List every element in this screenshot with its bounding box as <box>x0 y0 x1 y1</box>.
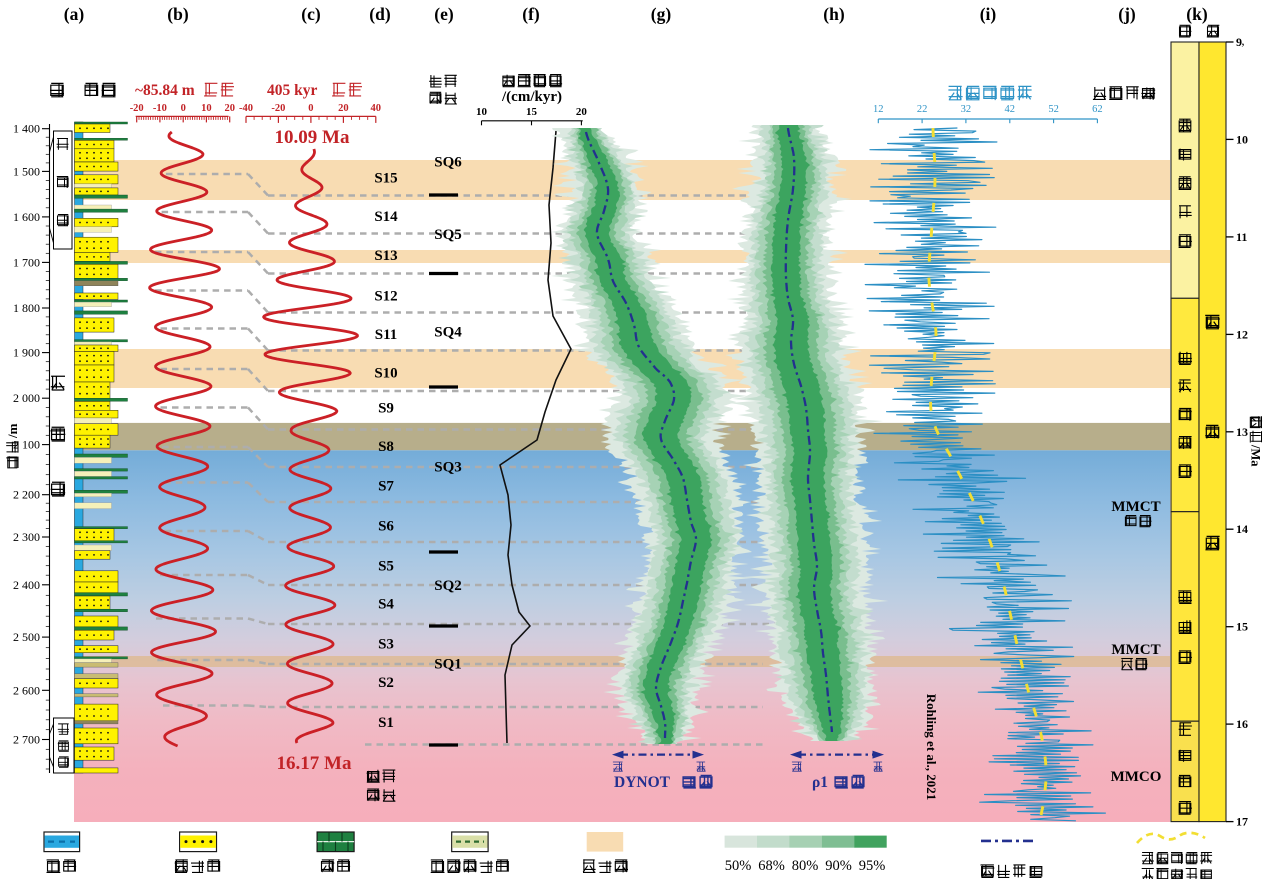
svg-text:(g): (g) <box>651 4 672 24</box>
svg-text:1 600: 1 600 <box>13 210 40 224</box>
svg-text:1 700: 1 700 <box>13 255 40 269</box>
svg-text:20: 20 <box>576 106 588 118</box>
svg-text:2 600: 2 600 <box>13 683 40 697</box>
svg-text:S1: S1 <box>378 715 394 731</box>
svg-text:DYNOT: DYNOT <box>614 774 671 791</box>
svg-text:S11: S11 <box>375 327 398 343</box>
svg-text:S10: S10 <box>374 365 397 381</box>
svg-text:1 400: 1 400 <box>13 122 40 136</box>
svg-text:1 900: 1 900 <box>13 346 40 360</box>
svg-text:2 500: 2 500 <box>13 630 40 644</box>
svg-text:16: 16 <box>1236 717 1248 731</box>
svg-text:S6: S6 <box>378 518 394 534</box>
svg-text:(k): (k) <box>1186 4 1208 24</box>
svg-text:-10: -10 <box>153 103 167 114</box>
svg-text:/Ma: /Ma <box>1249 444 1263 467</box>
svg-text:,: , <box>1241 33 1244 48</box>
svg-text:10: 10 <box>476 106 488 118</box>
svg-text:S5: S5 <box>378 558 394 574</box>
svg-text:1 500: 1 500 <box>13 164 40 178</box>
svg-text:S15: S15 <box>374 170 397 186</box>
svg-text:S14: S14 <box>374 209 398 225</box>
svg-text:SQ5: SQ5 <box>434 227 462 243</box>
svg-text:(f): (f) <box>522 4 540 24</box>
svg-text:/(cm/kyr): /(cm/kyr) <box>501 89 562 105</box>
svg-text:12: 12 <box>873 104 884 115</box>
svg-text:22: 22 <box>917 104 928 115</box>
svg-text:SQ3: SQ3 <box>434 459 462 475</box>
svg-text:10: 10 <box>201 103 212 114</box>
svg-text:S13: S13 <box>374 248 397 264</box>
svg-text:2 700: 2 700 <box>13 733 40 747</box>
svg-text:-40: -40 <box>239 103 253 114</box>
svg-text:(b): (b) <box>167 4 189 24</box>
svg-text:Rohling et al., 2021: Rohling et al., 2021 <box>924 694 939 801</box>
svg-text:0: 0 <box>308 103 313 114</box>
svg-text:(d): (d) <box>369 4 391 24</box>
svg-text:S7: S7 <box>378 478 394 494</box>
svg-text:14: 14 <box>1236 522 1248 536</box>
svg-text:10: 10 <box>1236 132 1248 146</box>
svg-text:MMCO: MMCO <box>1111 769 1162 785</box>
svg-text:20: 20 <box>224 103 235 114</box>
svg-text:52: 52 <box>1048 104 1059 115</box>
svg-text:20: 20 <box>338 103 349 114</box>
svg-text:SQ4: SQ4 <box>434 325 462 341</box>
svg-text:11: 11 <box>1236 230 1247 244</box>
svg-text:9: 9 <box>1236 35 1242 49</box>
svg-text:90%: 90% <box>825 858 852 874</box>
svg-text:~85.84 m: ~85.84 m <box>135 82 195 99</box>
svg-text:1 800: 1 800 <box>13 301 40 315</box>
svg-text:S4: S4 <box>378 596 394 612</box>
svg-text:(j): (j) <box>1118 4 1136 24</box>
svg-text:32: 32 <box>961 104 972 115</box>
svg-text:(i): (i) <box>980 4 997 24</box>
svg-text:S9: S9 <box>378 400 394 416</box>
svg-text:0: 0 <box>181 103 186 114</box>
svg-text:17: 17 <box>1236 815 1248 829</box>
svg-text:(a): (a) <box>64 4 85 24</box>
svg-text:40: 40 <box>371 103 382 114</box>
svg-text:S2: S2 <box>378 675 394 691</box>
svg-text:15: 15 <box>1236 620 1248 634</box>
svg-text:SQ1: SQ1 <box>434 657 462 673</box>
svg-text:12: 12 <box>1236 327 1248 341</box>
svg-text:(c): (c) <box>301 4 321 24</box>
svg-text:S12: S12 <box>374 288 397 304</box>
svg-text:S3: S3 <box>378 636 394 652</box>
svg-text:(e): (e) <box>434 4 454 24</box>
svg-text:SQ6: SQ6 <box>434 154 462 170</box>
svg-text:95%: 95% <box>859 858 886 874</box>
svg-text:MMCT: MMCT <box>1111 642 1160 658</box>
svg-text:2 400: 2 400 <box>13 578 40 592</box>
svg-text:42: 42 <box>1005 104 1016 115</box>
svg-text:-20: -20 <box>271 103 285 114</box>
svg-text:10.09 Ma: 10.09 Ma <box>275 127 350 148</box>
svg-text:16.17 Ma: 16.17 Ma <box>277 753 352 774</box>
svg-text:2 200: 2 200 <box>13 488 40 502</box>
svg-text:2 300: 2 300 <box>13 530 40 544</box>
svg-text:MMCT: MMCT <box>1111 499 1160 515</box>
svg-text:SQ2: SQ2 <box>434 578 462 594</box>
svg-text:80%: 80% <box>792 858 819 874</box>
svg-text:2 100: 2 100 <box>13 438 40 452</box>
svg-text:62: 62 <box>1092 104 1103 115</box>
svg-text:2 000: 2 000 <box>13 391 40 405</box>
svg-text:405 kyr: 405 kyr <box>267 82 317 99</box>
svg-text:50%: 50% <box>725 858 752 874</box>
svg-text:15: 15 <box>526 106 538 118</box>
svg-text:S8: S8 <box>378 439 394 455</box>
svg-text:/m: /m <box>5 423 20 439</box>
svg-text:13: 13 <box>1236 425 1248 439</box>
svg-text:(h): (h) <box>823 4 845 24</box>
svg-text:-20: -20 <box>130 103 144 114</box>
svg-text:68%: 68% <box>758 858 785 874</box>
svg-text:ρ1: ρ1 <box>812 774 828 791</box>
